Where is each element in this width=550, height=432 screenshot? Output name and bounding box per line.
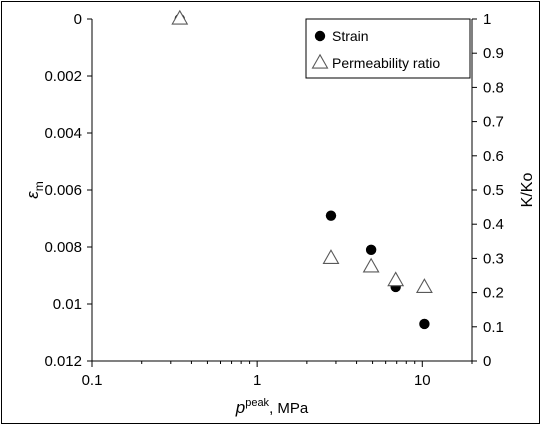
axes-layer: 0 0.002 0.004 0.006 0.008 0.01 0.012 0 0.1 0.2 0.3… [23,11,536,417]
legend-label: Permeability ratio [332,55,440,71]
strain-point [325,210,337,221]
right-y-tick-label: 0.3 [483,250,504,267]
permeability-point [322,249,340,264]
left-y-tick-label: 0.004 [44,125,82,142]
x-tick-label: 1 [253,372,261,389]
permeability-point [362,257,380,273]
left-y-axis-label-sub: m [32,181,46,191]
legend-label: Strain [332,28,369,44]
permeability-point [171,9,189,25]
left-y-tick-label: 0 [74,11,82,28]
right-y-tick-label: 0 [483,353,491,370]
left-y-axis-label: εm [23,181,46,198]
x-axis-label-suffix: , MPa [269,400,309,417]
series-permeability-ratio [171,9,433,294]
x-axis-label-sup: peak [245,397,269,409]
right-y-tick-label: 0.9 [483,45,504,62]
right-y-tick-label: 0.5 [483,182,504,199]
permeability-point [387,271,405,287]
legend-marker-strain [314,30,326,42]
left-y-tick-label: 0.002 [44,68,82,85]
left-y-tick-label: 0.01 [53,296,82,313]
right-y-tick-label: 0.1 [483,319,504,336]
legend-marker-permeability [311,53,329,69]
right-y-tick-label: 0.2 [483,285,504,302]
x-tick-label: 0.1 [82,372,103,389]
strain-point [365,244,377,256]
x-axis-label: ppeak, MPa [235,397,309,417]
right-y-tick-label: 0.6 [483,148,504,165]
legend: Strain Permeability ratio [305,18,471,79]
strain-point [419,318,430,330]
right-y-tick-label: 0.4 [483,216,504,233]
right-y-tick-label: 0.7 [483,114,504,131]
chart-frame [1,1,540,424]
x-axis-label-main: p [235,398,245,417]
left-y-tick-label: 0.006 [44,182,82,199]
legend-box [305,18,471,79]
left-y-tick-label: 0.012 [44,353,82,370]
left-y-axis-label-main: ε [23,191,42,199]
left-y-tick-label: 0.008 [44,239,82,256]
right-y-axis-label: K/Ko [519,173,536,208]
right-y-tick-label: 1 [483,11,491,28]
permeability-point [415,278,433,294]
right-y-tick-label: 0.8 [483,79,504,96]
x-tick-label: 10 [414,372,431,389]
marks-layer [171,9,433,330]
